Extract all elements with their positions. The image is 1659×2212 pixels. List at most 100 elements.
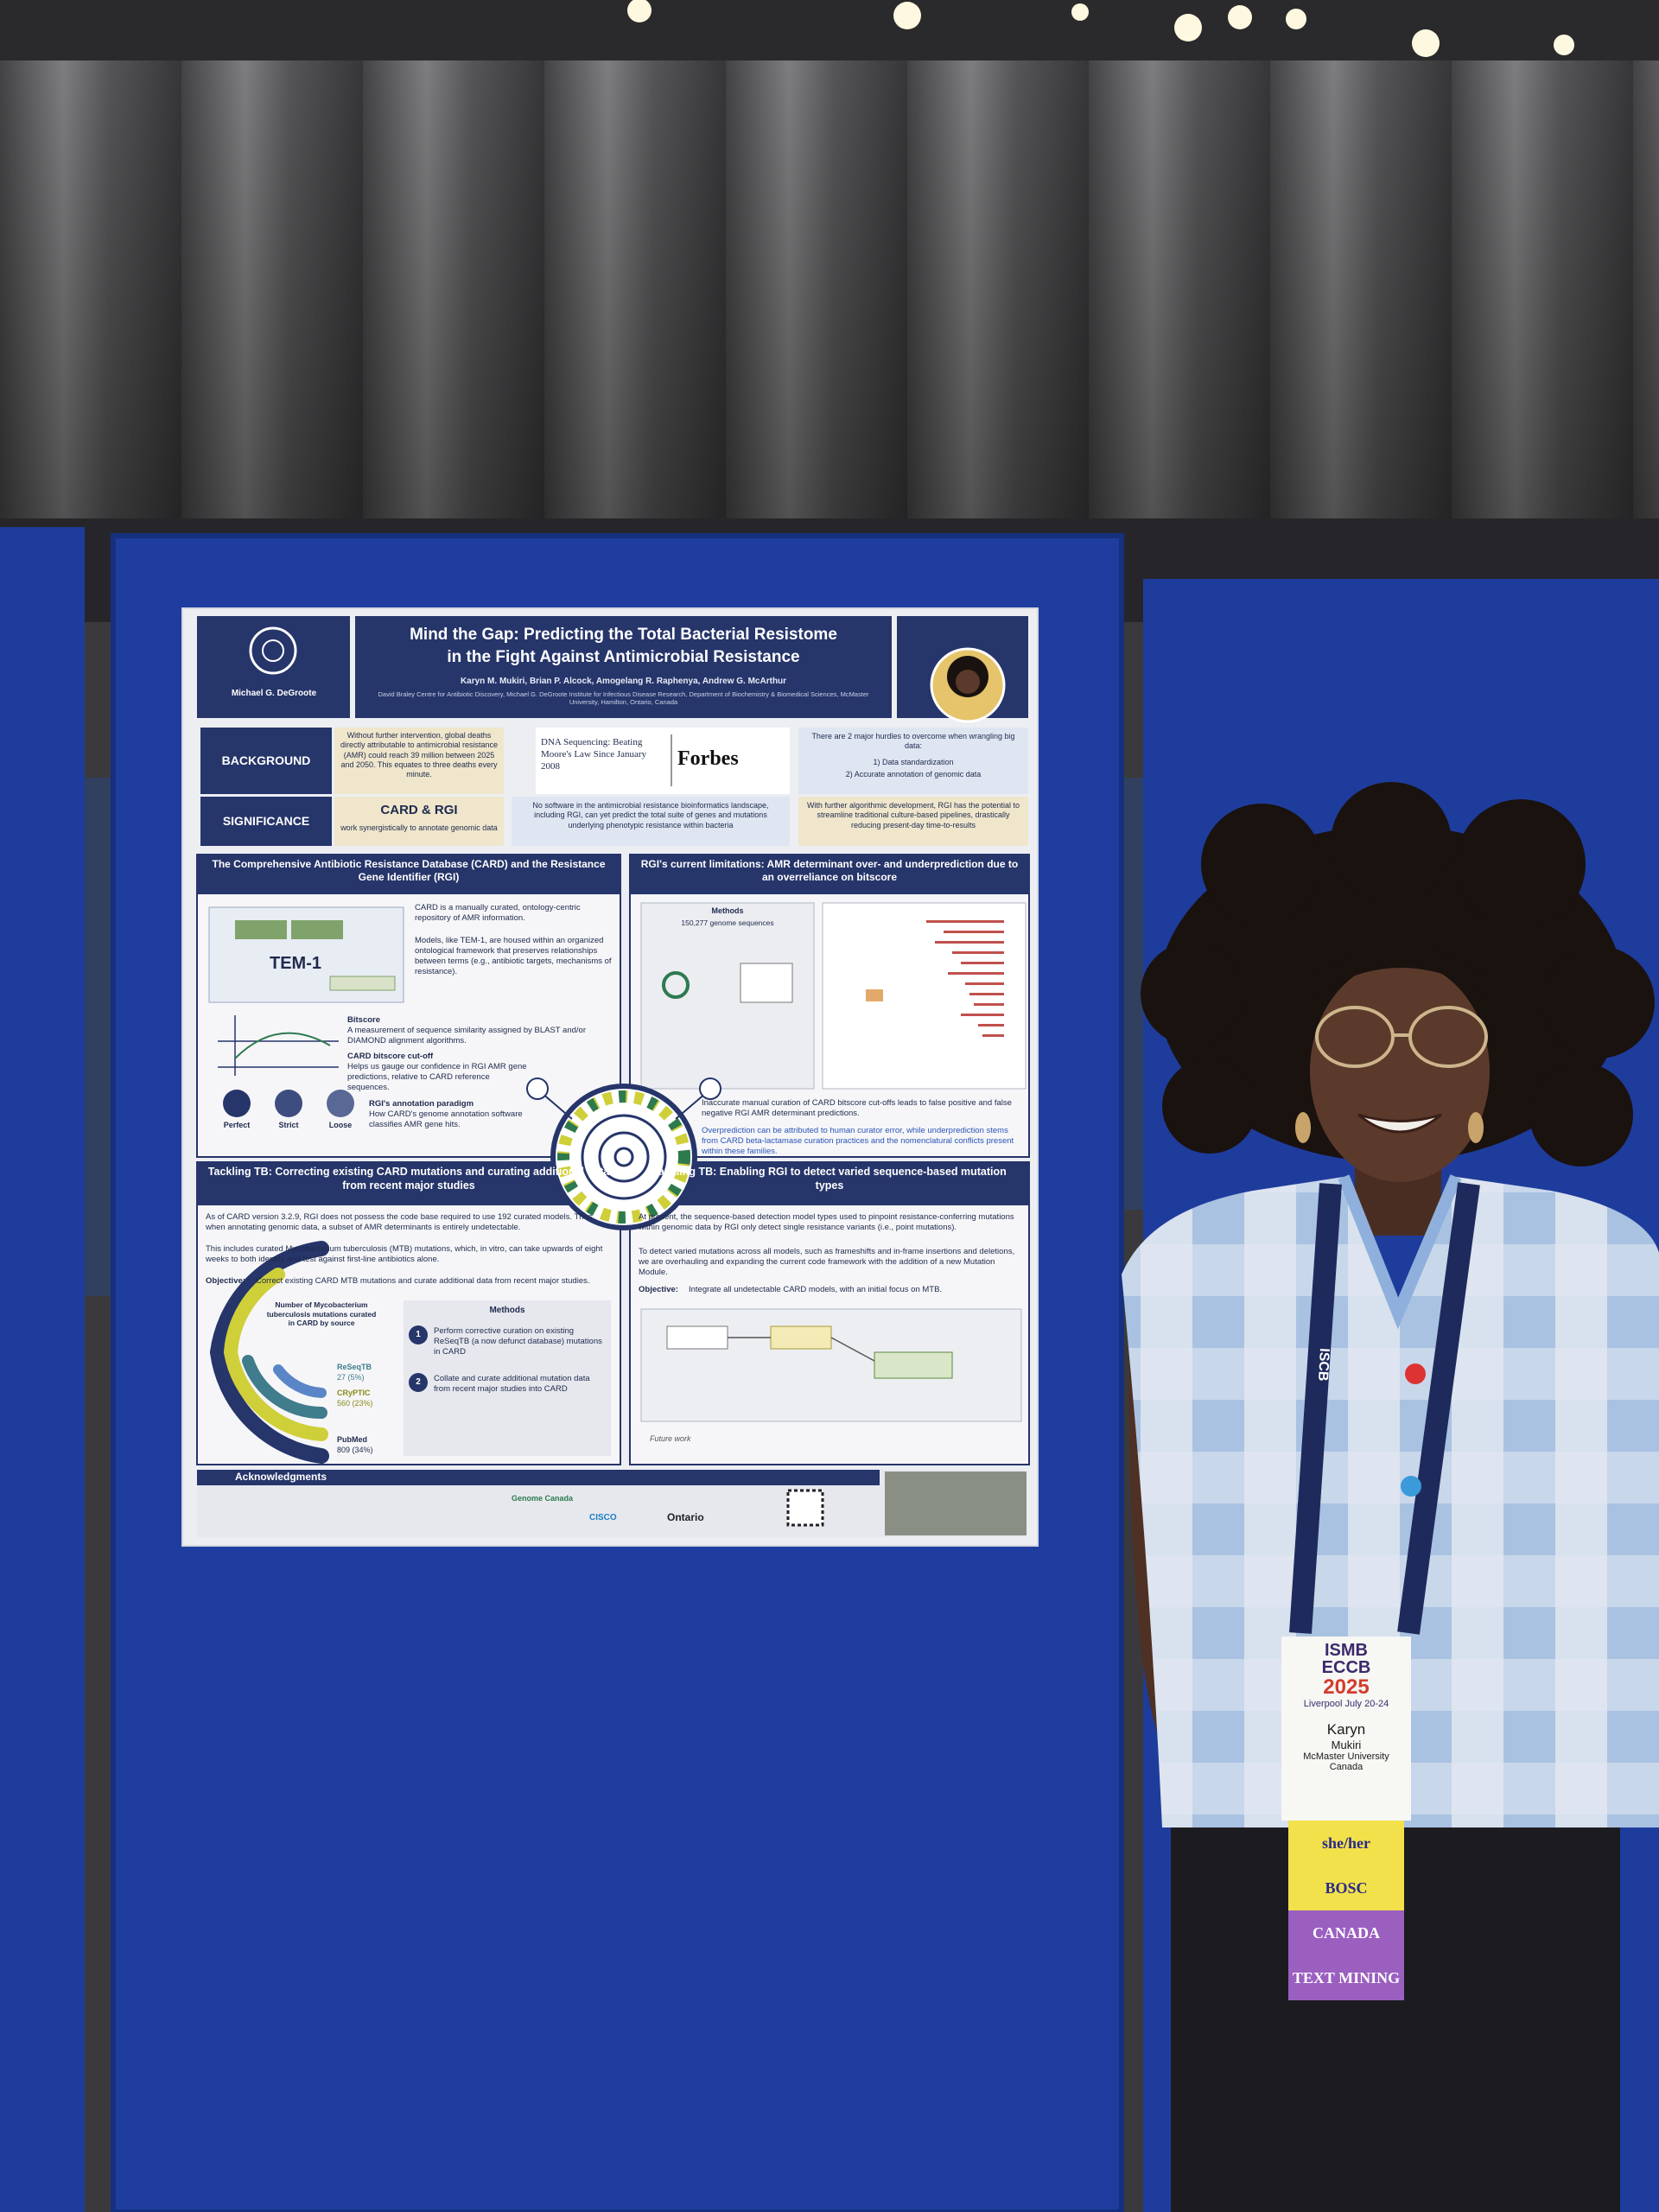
badge-event: ECCB	[1321, 1658, 1371, 1677]
body-text: Overprediction can be attributed to huma…	[702, 1126, 1014, 1156]
logo-mark	[249, 626, 297, 675]
motif-core	[598, 1131, 650, 1183]
group-photo	[885, 1471, 1027, 1535]
badge-year: 2025	[1323, 1675, 1370, 1699]
bitscore-plot	[218, 1015, 339, 1076]
label-box	[200, 797, 332, 846]
motif-ring	[557, 1090, 690, 1224]
module-box	[666, 1325, 728, 1350]
section-header	[630, 1162, 1029, 1205]
ontology-node	[235, 920, 287, 939]
hairline	[1313, 946, 1486, 994]
authors: Karyn M. Mukiri, Brian P. Alcock, Amogel…	[460, 677, 787, 686]
section-heading: Tackling TB: Enabling RGI to detect vari…	[652, 1166, 1007, 1192]
section-heading: The Comprehensive Antibiotic Resistance …	[212, 858, 606, 883]
motif-core	[613, 1147, 634, 1167]
body-text: Helps us gauge our confidence in RGI AMR…	[347, 1062, 527, 1092]
section-heading: Tackling TB: Correcting existing CARD mu…	[207, 1166, 610, 1192]
subheading: Bitscore	[347, 1015, 381, 1025]
hit-label: Loose	[328, 1121, 353, 1129]
hit-icon	[327, 1090, 354, 1117]
module-box	[874, 1351, 953, 1379]
title: in the Fight Against Antimicrobial Resis…	[447, 648, 800, 666]
body-text: To detect varied mutations across all mo…	[639, 1247, 1015, 1277]
face	[1310, 961, 1490, 1182]
section-heading: RGI's current limitations: AMR determina…	[640, 858, 1019, 883]
list-item: 1) Data standardization	[873, 758, 954, 766]
body-text: 150,277 genome sequences	[681, 918, 774, 927]
lanyard	[1289, 1183, 1342, 1634]
body-text: There are 2 major hurdles to overcome wh…	[811, 732, 1015, 751]
ontology-node	[329, 976, 396, 991]
module-arrow	[728, 1337, 875, 1362]
section-label: SIGNIFICANCE	[222, 814, 310, 828]
smile	[1357, 1113, 1442, 1134]
motif-node	[699, 1077, 721, 1100]
motif-node	[526, 1077, 549, 1100]
ack-heading: Acknowledgments	[235, 1471, 327, 1483]
lanyard	[1397, 1182, 1480, 1635]
qr-code	[786, 1489, 824, 1527]
future-work: Future work	[650, 1434, 691, 1443]
results-bars	[926, 920, 1004, 1037]
ribbons: she/her BOSC CANADA TEXT MINING	[1281, 1821, 1411, 2000]
logo-mark	[262, 639, 284, 662]
section-header	[197, 855, 620, 894]
clipping-box	[536, 728, 790, 794]
source-name: PubMed	[337, 1435, 367, 1444]
hit-icon	[275, 1090, 302, 1117]
body-text: With further algorithmic development, RG…	[806, 801, 1020, 830]
pin	[1401, 1476, 1421, 1497]
badge-first-name: Karyn	[1326, 1721, 1366, 1738]
lanyard-text: ISCB	[1315, 1348, 1332, 1382]
affiliation: David Braley Centre for Antibiotic Disco…	[378, 690, 869, 707]
source-count: 560 (23%)	[337, 1399, 373, 1408]
step-number: 1	[416, 1330, 421, 1339]
source-count: 27 (5%)	[337, 1373, 365, 1382]
text-box	[334, 728, 504, 794]
source-name: CRyPTIC	[337, 1389, 371, 1397]
objective-label: Objective:	[206, 1276, 245, 1286]
body-text: CARD is a manually curated, ontology-cen…	[415, 903, 581, 923]
body-text: At present, the sequence-based detection…	[639, 1212, 1014, 1232]
body-text: As of CARD version 3.2.9, RGI does not p…	[206, 1212, 595, 1232]
body-text: Models, like TEM-1, are housed within an…	[415, 936, 612, 976]
subheading: Methods	[489, 1306, 525, 1315]
results-plot	[822, 902, 1027, 1090]
list-item: 2) Accurate annotation of genomic data	[845, 770, 982, 779]
source-logo: Forbes	[677, 747, 739, 770]
gene-name: TEM-1	[270, 954, 321, 973]
badge: ISMB ECCB 2025 Liverpool July 20-24 Kary…	[1281, 1637, 1411, 2000]
hit-icon	[223, 1090, 251, 1117]
text-box	[798, 797, 1028, 846]
headline: DNA Sequencing: Beating Moore's Law Sinc…	[541, 737, 647, 772]
poster: Michael G. DeGroote Mind the Gap: Predict…	[183, 609, 1037, 1545]
stage-lights	[627, 0, 1574, 57]
ack-header	[197, 1470, 880, 1485]
objective-label: Objective:	[639, 1285, 678, 1294]
title-box	[355, 616, 892, 718]
step-badge	[409, 1325, 428, 1344]
body-text: Inaccurate manual curation of CARD bitsc…	[702, 1098, 1012, 1118]
motif-spoke	[541, 1092, 707, 1120]
body-text: How CARD's genome annotation software cl…	[369, 1109, 523, 1129]
methods-box	[740, 963, 793, 1003]
text-box	[334, 797, 504, 846]
section-label: BACKGROUND	[221, 753, 311, 767]
logo-text: Michael G. DeGroote	[231, 689, 317, 698]
subheading: Methods	[711, 906, 744, 915]
bitscore-curve	[234, 1032, 331, 1059]
badge-card: ISMB ECCB 2025 Liverpool July 20-24 Kary…	[1281, 1637, 1411, 1821]
step-text: Collate and curate additional mutation d…	[434, 1374, 590, 1394]
objective: Correct existing CARD MTB mutations and …	[256, 1276, 590, 1286]
text-box	[512, 797, 790, 846]
logo-box	[197, 616, 350, 718]
partner-logo: Genome Canada	[512, 1494, 574, 1503]
objective: Integrate all undetectable CARD models, …	[689, 1285, 943, 1294]
section	[196, 854, 621, 1158]
step-number: 2	[416, 1377, 421, 1387]
badge-last-name: Mukiri	[1331, 1738, 1362, 1751]
subheading: CARD bitscore cut-off	[347, 1052, 434, 1061]
poster-board	[0, 527, 85, 2212]
motif-core	[581, 1114, 667, 1200]
